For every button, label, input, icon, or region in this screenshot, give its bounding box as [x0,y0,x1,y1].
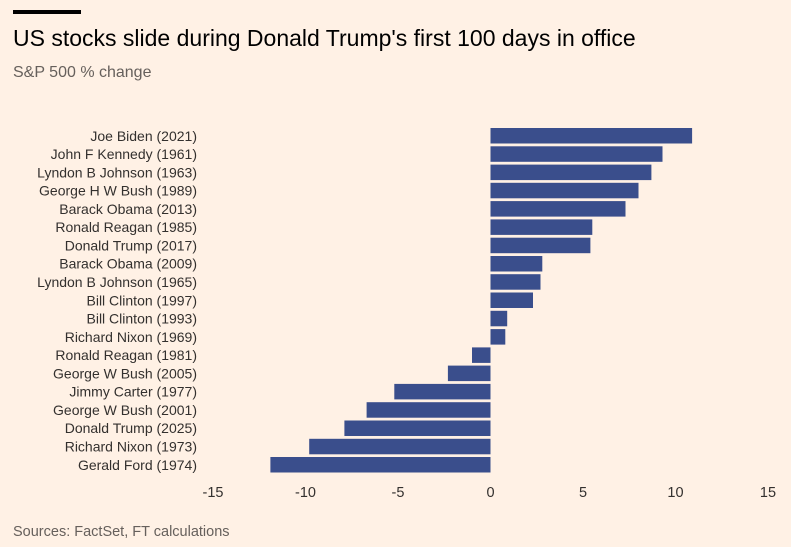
category-label: George W Bush (2005) [53,365,197,381]
bar [394,383,491,400]
x-tick-label: -15 [203,485,224,501]
category-label: Ronald Reagan (1981) [55,347,197,363]
x-tick-labels-group: -15 -10 -5 0 5 10 15 [203,485,777,501]
bar [472,347,491,363]
category-label: Barack Obama (2009) [59,256,197,272]
category-label: Bill Clinton (1997) [87,292,198,308]
x-tick-label: 10 [667,485,683,501]
x-tick-label: -10 [295,485,316,501]
category-label: Donald Trump (2025) [65,420,197,436]
bar [490,310,508,327]
bar [490,164,652,181]
category-label: George W Bush (2001) [53,402,197,418]
category-label: Lyndon B Johnson (1965) [37,274,197,290]
bar [490,256,543,272]
x-tick-label: -5 [392,485,405,501]
category-label: Richard Nixon (1969) [65,329,197,345]
source-note: Sources: FactSet, FT calculations [13,524,230,540]
bar [490,329,506,345]
bars-group [270,128,693,473]
bar [344,420,491,436]
top-rule [13,10,81,14]
category-labels-group: Joe Biden (2021) John F Kennedy (1961) Lyn… [37,128,197,473]
category-label: George H W Bush (1989) [39,183,197,199]
category-label: Bill Clinton (1993) [87,311,198,327]
category-label: Gerald Ford (1974) [78,457,197,473]
chart-title: US stocks slide during Donald Trump's fi… [13,25,636,51]
x-tick-label: 15 [760,485,776,501]
chart-subtitle: S&P 500 % change [13,64,152,81]
x-tick-label: 0 [486,485,494,501]
category-label: Richard Nixon (1973) [65,439,197,455]
category-label: Barack Obama (2013) [59,201,197,217]
category-label: John F Kennedy (1961) [51,146,197,162]
bar [490,182,639,199]
category-label: Joe Biden (2021) [90,128,197,144]
bar [309,438,491,455]
bar [490,219,593,235]
bar [490,201,626,217]
bar [490,292,533,308]
bar [490,146,663,162]
category-label: Donald Trump (2017) [65,237,197,253]
bar [447,365,491,382]
bar [490,237,591,254]
bar [490,128,693,144]
category-label: Ronald Reagan (1985) [55,219,197,235]
bar [366,402,491,418]
x-tick-label: 5 [579,485,587,501]
category-label: Lyndon B Johnson (1963) [37,164,197,180]
bar [490,274,541,290]
bar [270,457,491,473]
category-label: Jimmy Carter (1977) [69,384,197,400]
